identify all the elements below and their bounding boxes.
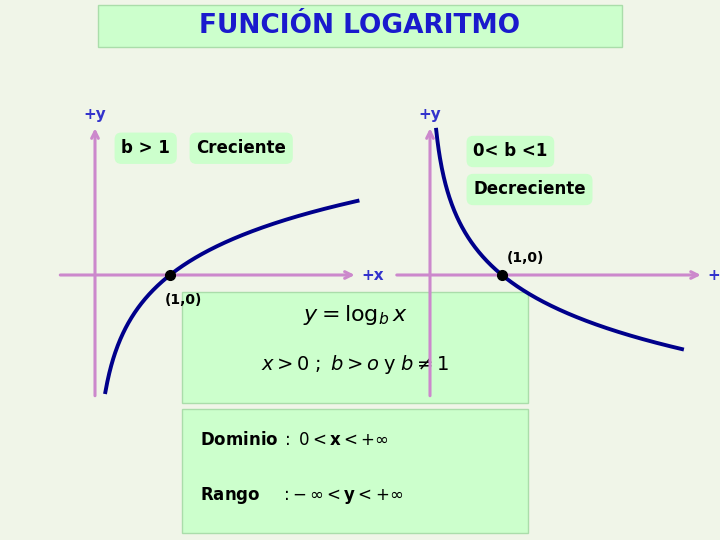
Text: +x: +x (361, 267, 384, 282)
Text: +y: +y (84, 107, 107, 122)
Text: b > 1: b > 1 (121, 139, 170, 157)
Text: (1,0): (1,0) (507, 251, 544, 265)
Text: +y: +y (418, 107, 441, 122)
FancyBboxPatch shape (98, 5, 622, 47)
Text: 0< b <1: 0< b <1 (473, 143, 548, 160)
Text: $\mathbf{Dominio}\;:\;0 < \mathbf{x} < +\infty$: $\mathbf{Dominio}\;:\;0 < \mathbf{x} < +… (200, 431, 388, 449)
Text: $y = \mathrm{log}_b\,x$: $y = \mathrm{log}_b\,x$ (302, 303, 408, 327)
Text: Creciente: Creciente (197, 139, 286, 157)
Text: +x: +x (707, 267, 720, 282)
Text: (1,0): (1,0) (165, 293, 202, 307)
Text: $\mathbf{Rango}\quad\;:\!-\infty < \mathbf{y} < +\infty$: $\mathbf{Rango}\quad\;:\!-\infty < \math… (200, 484, 403, 505)
FancyBboxPatch shape (182, 292, 528, 403)
Text: FUNCIÓN LOGARITMO: FUNCIÓN LOGARITMO (199, 13, 521, 39)
Text: Decreciente: Decreciente (473, 180, 586, 199)
FancyBboxPatch shape (182, 409, 528, 533)
Text: $x > 0 \;;\; b > o \;\mathrm{y}\; b \neq 1$: $x > 0 \;;\; b > o \;\mathrm{y}\; b \neq… (261, 354, 449, 376)
